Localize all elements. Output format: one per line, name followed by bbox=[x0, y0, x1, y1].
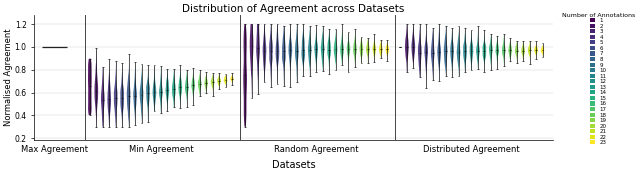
Y-axis label: Normalised Agreement: Normalised Agreement bbox=[4, 29, 13, 126]
Title: Distribution of Agreement across Datasets: Distribution of Agreement across Dataset… bbox=[182, 4, 404, 14]
X-axis label: Datasets: Datasets bbox=[271, 160, 316, 170]
Legend: 1, 2, 3, 4, 5, 6, 7, 8, 9, 10, 11, 12, 13, 14, 15, 16, 17, 18, 19, 20, 21, 22, 2: 1, 2, 3, 4, 5, 6, 7, 8, 9, 10, 11, 12, 1… bbox=[561, 11, 636, 147]
